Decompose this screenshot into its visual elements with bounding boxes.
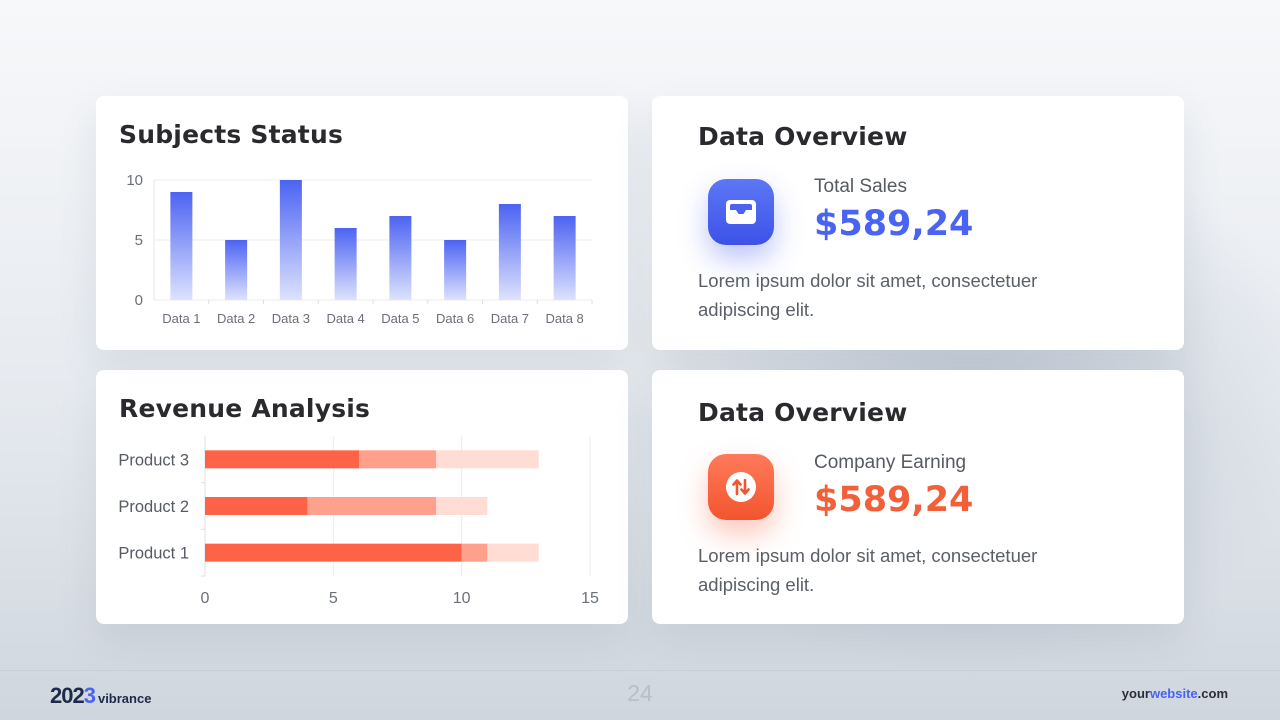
bar-data-7 xyxy=(498,204,521,300)
y-tick-label: 10 xyxy=(126,172,143,189)
x-tick-label: Data 1 xyxy=(162,311,200,326)
y-tick-label: Product 3 xyxy=(118,451,189,469)
x-tick-label: 10 xyxy=(453,590,471,607)
stack-segment-product-1 xyxy=(205,543,462,562)
stack-segment-product-3 xyxy=(359,450,436,469)
footer-divider xyxy=(0,670,1280,671)
bar-data-2 xyxy=(225,240,248,300)
y-tick-label: Product 2 xyxy=(118,498,189,516)
earning-overview-card: Data Overview Company Earning $589,24 Lo… xyxy=(652,370,1184,624)
stack-segment-product-3 xyxy=(436,450,539,469)
revenue-analysis-card: Revenue Analysis 0 5 10 15 Product 1 Product … xyxy=(96,370,628,624)
arrows-up-down-icon xyxy=(708,454,774,520)
stack-segment-product-3 xyxy=(205,450,359,469)
y-tick-label: Product 1 xyxy=(118,545,189,563)
stack-segment-product-2 xyxy=(205,497,308,515)
x-tick-label: 5 xyxy=(329,590,338,607)
sales-description: Lorem ipsum dolor sit amet, consectetuer… xyxy=(698,270,1038,320)
total-sales-label: Total Sales xyxy=(814,176,907,197)
bar-data-8 xyxy=(553,216,576,300)
stack-segment-product-2 xyxy=(307,497,436,515)
total-sales-value: $589,24 xyxy=(814,204,974,244)
x-tick-label: Data 4 xyxy=(326,311,364,326)
subjects-bar-chart: 0 5 10 Data 1 Data 2 Data 3 Data 4 Data 5 Data 6… xyxy=(126,172,593,326)
company-earning-label: Company Earning xyxy=(814,452,967,473)
stack-segment-product-2 xyxy=(436,497,488,515)
x-tick-label: 15 xyxy=(581,590,599,607)
revenue-stacked-bar-chart: 0 5 10 15 Product 1 Product 2 Product 3 xyxy=(118,436,599,607)
earning-description: Lorem ipsum dolor sit amet, consectetuer… xyxy=(698,545,1038,595)
bar-data-1 xyxy=(170,192,193,300)
earning-overview-title: Data Overview xyxy=(698,398,908,427)
company-earning-value: $589,24 xyxy=(814,480,974,520)
brand-year: 2023 xyxy=(50,683,96,708)
x-tick-label: Data 3 xyxy=(272,311,310,326)
bar-data-3 xyxy=(279,180,302,300)
x-tick-label: 0 xyxy=(201,590,210,607)
sales-overview-title: Data Overview xyxy=(698,122,908,151)
page-number: 24 xyxy=(627,680,653,706)
revenue-analysis-title: Revenue Analysis xyxy=(119,394,371,423)
stack-segment-product-1 xyxy=(487,543,539,562)
y-tick-label: 5 xyxy=(135,232,143,249)
brand-name: vibrance xyxy=(97,691,152,706)
subjects-status-card: Subjects Status 0 5 10 Data 1 Data 2 Data 3 Da… xyxy=(96,96,628,350)
sales-overview-card: Data Overview Total Sales $589,24 Lorem … xyxy=(652,96,1184,350)
inbox-tray-icon xyxy=(708,179,774,245)
stack-segment-product-1 xyxy=(461,543,488,562)
x-tick-label: Data 8 xyxy=(545,311,583,326)
bar-data-4 xyxy=(334,228,357,300)
x-tick-label: Data 6 xyxy=(436,311,474,326)
bar-data-5 xyxy=(389,216,412,300)
x-tick-label: Data 5 xyxy=(381,311,419,326)
x-tick-label: Data 2 xyxy=(217,311,255,326)
brand-logo: 2023 vibrance xyxy=(50,683,151,709)
bar-data-6 xyxy=(444,240,467,300)
y-tick-label: 0 xyxy=(135,292,143,309)
x-tick-label: Data 7 xyxy=(491,311,529,326)
subjects-status-title: Subjects Status xyxy=(119,120,344,149)
website-link[interactable]: yourwebsite.com xyxy=(1121,686,1228,701)
